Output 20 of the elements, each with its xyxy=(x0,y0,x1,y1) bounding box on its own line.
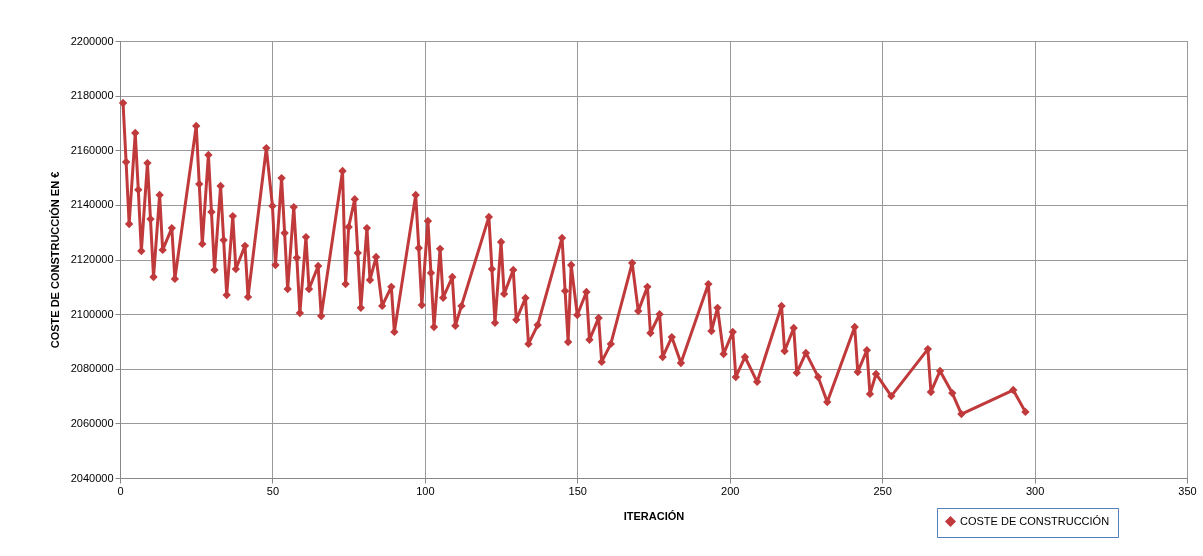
x-tick-label: 200 xyxy=(721,484,740,497)
legend-label: COSTE DE CONSTRUCCIÓN xyxy=(960,514,1110,527)
y-tick-label: 2180000 xyxy=(70,89,114,102)
y-tick-label: 2060000 xyxy=(70,416,114,429)
x-tick-label: 250 xyxy=(873,484,892,497)
y-tick-label: 2120000 xyxy=(70,253,114,265)
x-tick-label: 50 xyxy=(266,484,280,497)
y-tick-label: 2140000 xyxy=(70,198,114,211)
x-tick-label: 150 xyxy=(568,484,587,497)
x-tick-label: 100 xyxy=(416,484,435,497)
x-tick-label: 0 xyxy=(117,484,124,497)
y-axis-title: COSTE DE CONSTRUCCIÓN EN € xyxy=(48,171,61,349)
y-tick-label: 2080000 xyxy=(70,362,114,375)
x-tick-label: 300 xyxy=(1025,484,1045,497)
x-axis-title: ITERACIÓN xyxy=(623,509,685,522)
y-tick-label: 2200000 xyxy=(70,34,114,47)
y-tick-label: 2100000 xyxy=(70,307,114,320)
y-tick-label: 2040000 xyxy=(70,471,114,484)
y-tick-label: 2160000 xyxy=(70,143,114,156)
x-tick-label: 350 xyxy=(1178,484,1197,497)
